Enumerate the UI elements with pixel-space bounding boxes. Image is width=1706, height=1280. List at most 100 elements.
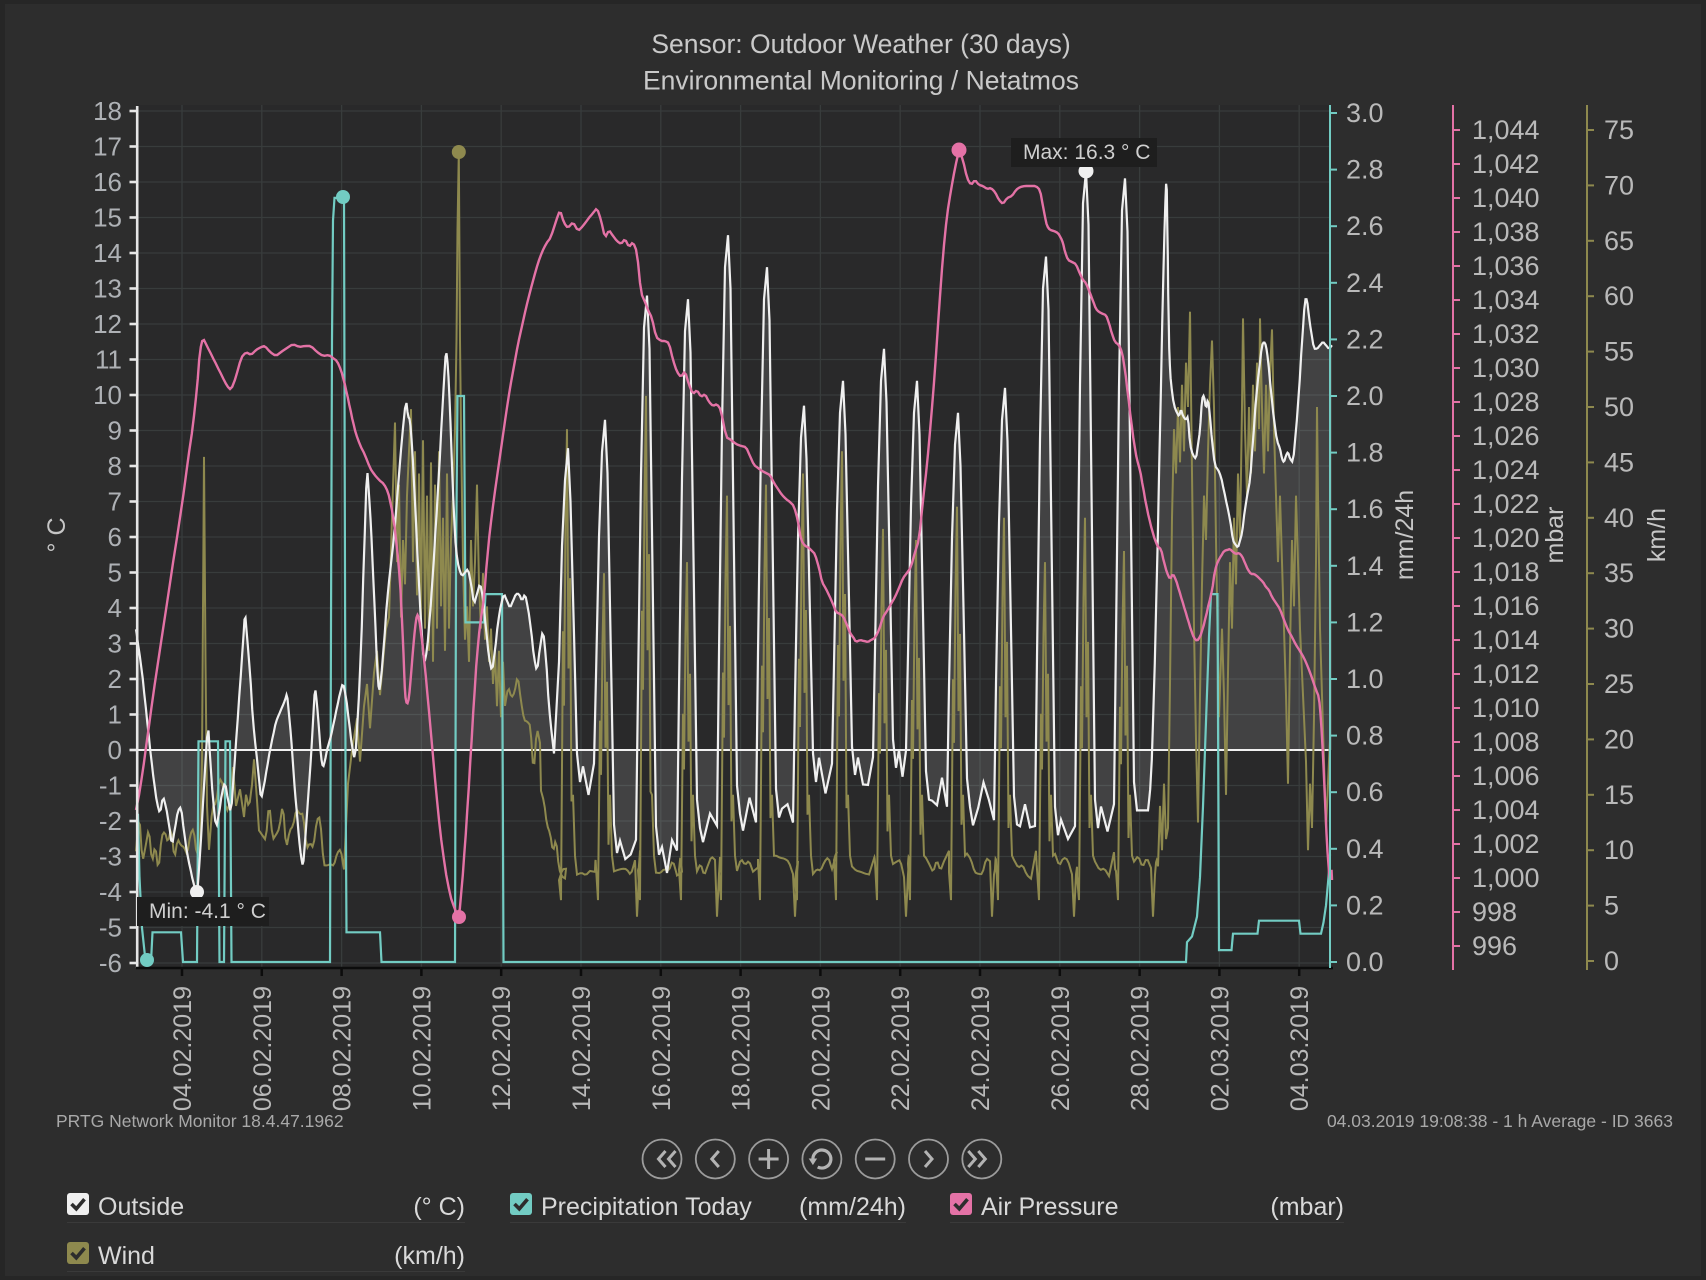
svg-text:50: 50: [1604, 392, 1634, 422]
svg-text:1,018: 1,018: [1472, 557, 1540, 587]
svg-text:20: 20: [1604, 724, 1634, 754]
svg-text:12: 12: [93, 309, 122, 339]
svg-text:1,012: 1,012: [1472, 659, 1540, 689]
svg-text:1,028: 1,028: [1472, 387, 1540, 417]
svg-text:(mbar): (mbar): [1270, 1193, 1344, 1221]
svg-text:1,030: 1,030: [1472, 353, 1540, 383]
svg-text:9: 9: [108, 416, 122, 446]
svg-text:8: 8: [108, 451, 122, 481]
svg-text:0.8: 0.8: [1346, 721, 1384, 751]
svg-text:4: 4: [108, 593, 122, 623]
svg-text:18: 18: [93, 96, 122, 126]
svg-text:65: 65: [1604, 226, 1634, 256]
svg-text:08.02.2019: 08.02.2019: [329, 986, 357, 1111]
svg-text:2.2: 2.2: [1346, 324, 1384, 354]
svg-text:1,000: 1,000: [1472, 863, 1540, 893]
svg-text:5: 5: [1604, 891, 1619, 921]
svg-text:16.02.2019: 16.02.2019: [648, 986, 676, 1111]
svg-text:30: 30: [1604, 614, 1634, 644]
svg-text:mm/24h: mm/24h: [1391, 490, 1419, 580]
svg-text:0.4: 0.4: [1346, 834, 1384, 864]
svg-text:14.02.2019: 14.02.2019: [568, 986, 596, 1111]
svg-text:22.02.2019: 22.02.2019: [887, 986, 915, 1111]
svg-text:1.2: 1.2: [1346, 607, 1384, 637]
svg-text:(° C): (° C): [413, 1193, 465, 1221]
svg-text:1,006: 1,006: [1472, 761, 1540, 791]
svg-text:28.02.2019: 28.02.2019: [1127, 986, 1155, 1111]
svg-text:06.02.2019: 06.02.2019: [249, 986, 277, 1111]
svg-text:-5: -5: [99, 913, 122, 943]
svg-text:15: 15: [1604, 780, 1634, 810]
svg-text:10: 10: [93, 380, 122, 410]
svg-text:26.02.2019: 26.02.2019: [1047, 986, 1075, 1111]
svg-text:2: 2: [108, 664, 122, 694]
svg-text:km/h: km/h: [1643, 508, 1671, 562]
svg-text:0.0: 0.0: [1346, 947, 1384, 977]
svg-text:35: 35: [1604, 558, 1634, 588]
svg-text:-1: -1: [99, 771, 122, 801]
svg-text:1.6: 1.6: [1346, 494, 1384, 524]
svg-text:14: 14: [93, 238, 122, 268]
svg-text:10: 10: [1604, 835, 1634, 865]
svg-text:1,038: 1,038: [1472, 217, 1540, 247]
svg-text:75: 75: [1604, 115, 1634, 145]
svg-text:1,032: 1,032: [1472, 319, 1540, 349]
svg-text:1,016: 1,016: [1472, 591, 1540, 621]
svg-text:70: 70: [1604, 170, 1634, 200]
svg-text:° C: ° C: [43, 518, 71, 553]
svg-text:2.4: 2.4: [1346, 268, 1384, 298]
svg-text:Air Pressure: Air Pressure: [981, 1193, 1119, 1221]
svg-text:1,044: 1,044: [1472, 115, 1540, 145]
svg-text:02.03.2019: 02.03.2019: [1206, 986, 1234, 1111]
svg-text:3: 3: [108, 629, 122, 659]
svg-text:1,026: 1,026: [1472, 421, 1540, 451]
svg-text:1,036: 1,036: [1472, 251, 1540, 281]
svg-text:Sensor: Outdoor Weather (30 da: Sensor: Outdoor Weather (30 days): [651, 29, 1070, 59]
svg-text:0.6: 0.6: [1346, 777, 1384, 807]
svg-text:12.02.2019: 12.02.2019: [488, 986, 516, 1111]
svg-text:2.0: 2.0: [1346, 381, 1384, 411]
svg-text:25: 25: [1604, 669, 1634, 699]
svg-text:1,008: 1,008: [1472, 727, 1540, 757]
svg-text:Wind: Wind: [98, 1242, 155, 1270]
svg-text:0: 0: [108, 735, 122, 765]
svg-text:04.03.2019 19:08:38 - 1 h Aver: 04.03.2019 19:08:38 - 1 h Average - ID 3…: [1327, 1111, 1673, 1131]
svg-text:7: 7: [108, 487, 122, 517]
svg-text:1,010: 1,010: [1472, 693, 1540, 723]
svg-text:1.4: 1.4: [1346, 551, 1384, 581]
svg-text:Precipitation Today: Precipitation Today: [541, 1193, 752, 1221]
svg-text:18.02.2019: 18.02.2019: [728, 986, 756, 1111]
svg-text:Outside: Outside: [98, 1193, 184, 1221]
svg-text:1,020: 1,020: [1472, 523, 1540, 553]
svg-text:-2: -2: [99, 806, 122, 836]
svg-text:1,004: 1,004: [1472, 795, 1540, 825]
svg-text:1,040: 1,040: [1472, 183, 1540, 213]
svg-text:2.6: 2.6: [1346, 211, 1384, 241]
svg-text:04.03.2019: 04.03.2019: [1286, 986, 1314, 1111]
svg-text:2.8: 2.8: [1346, 155, 1384, 185]
svg-text:(km/h): (km/h): [394, 1242, 465, 1270]
svg-text:0.2: 0.2: [1346, 890, 1384, 920]
svg-text:16: 16: [93, 167, 122, 197]
svg-text:mbar: mbar: [1541, 507, 1569, 564]
svg-text:Min: -4.1 ° C: Min: -4.1 ° C: [149, 900, 266, 923]
svg-text:1,042: 1,042: [1472, 149, 1540, 179]
svg-text:10.02.2019: 10.02.2019: [408, 986, 436, 1111]
svg-text:Environmental Monitoring / Net: Environmental Monitoring / Netatmos: [643, 66, 1079, 96]
svg-text:-3: -3: [99, 842, 122, 872]
svg-text:1,024: 1,024: [1472, 455, 1540, 485]
svg-text:1.0: 1.0: [1346, 664, 1384, 694]
svg-text:04.02.2019: 04.02.2019: [169, 986, 197, 1111]
svg-text:24.02.2019: 24.02.2019: [967, 986, 995, 1111]
svg-text:5: 5: [108, 558, 122, 588]
svg-text:40: 40: [1604, 503, 1634, 533]
svg-text:(mm/24h): (mm/24h): [799, 1193, 906, 1221]
svg-text:1,002: 1,002: [1472, 829, 1540, 859]
svg-text:1,022: 1,022: [1472, 489, 1540, 519]
svg-text:55: 55: [1604, 337, 1634, 367]
svg-text:-6: -6: [99, 948, 122, 978]
svg-text:6: 6: [108, 522, 122, 552]
svg-text:1,034: 1,034: [1472, 285, 1540, 315]
svg-text:996: 996: [1472, 931, 1517, 961]
svg-text:17: 17: [93, 132, 122, 162]
